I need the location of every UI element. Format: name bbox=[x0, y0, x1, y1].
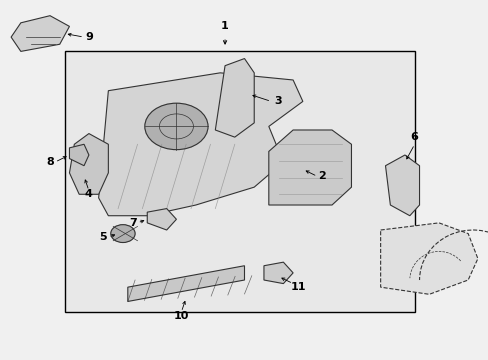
Polygon shape bbox=[69, 144, 89, 166]
Text: 7: 7 bbox=[128, 218, 136, 228]
Polygon shape bbox=[127, 266, 244, 301]
Polygon shape bbox=[69, 134, 108, 194]
Polygon shape bbox=[11, 16, 69, 51]
Text: 4: 4 bbox=[85, 189, 93, 199]
Polygon shape bbox=[147, 208, 176, 230]
Text: 1: 1 bbox=[221, 21, 228, 31]
Text: 5: 5 bbox=[100, 232, 107, 242]
Text: 3: 3 bbox=[274, 96, 282, 107]
Text: 2: 2 bbox=[318, 171, 325, 181]
Polygon shape bbox=[264, 262, 292, 284]
Text: 11: 11 bbox=[290, 282, 305, 292]
Polygon shape bbox=[99, 73, 302, 216]
Text: 10: 10 bbox=[173, 311, 188, 321]
Polygon shape bbox=[215, 59, 254, 137]
Polygon shape bbox=[380, 223, 477, 294]
Circle shape bbox=[144, 103, 207, 150]
Bar bbox=[64, 51, 414, 312]
Polygon shape bbox=[385, 155, 419, 216]
Text: 6: 6 bbox=[410, 132, 418, 142]
Polygon shape bbox=[268, 130, 351, 205]
Text: 9: 9 bbox=[85, 32, 93, 42]
Circle shape bbox=[111, 225, 135, 243]
Text: 8: 8 bbox=[46, 157, 54, 167]
